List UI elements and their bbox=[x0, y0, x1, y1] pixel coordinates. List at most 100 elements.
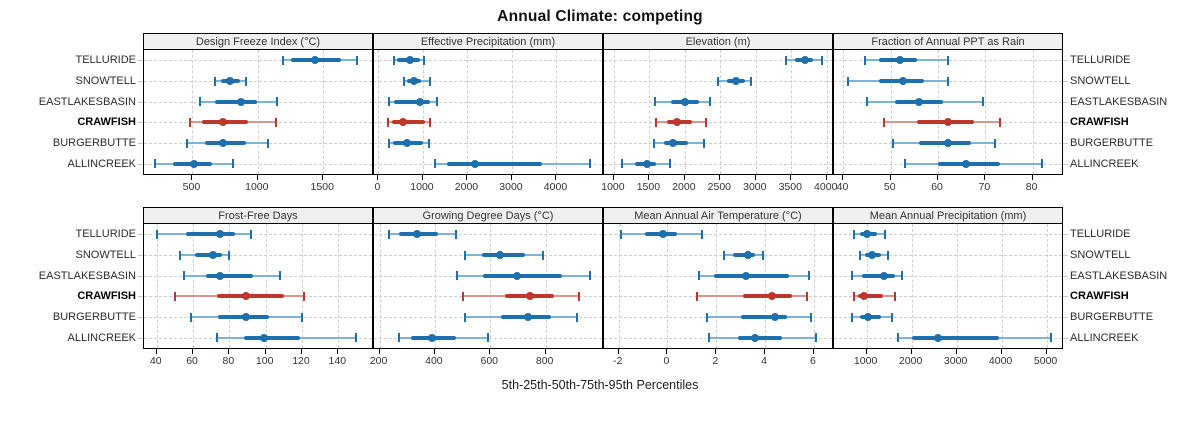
axis-tick-label: 1000 bbox=[853, 355, 878, 367]
median-dot-burgerbutte bbox=[943, 139, 952, 147]
median-dot-allincreek bbox=[934, 333, 943, 342]
row-gridline-tick bbox=[138, 254, 143, 256]
axis-tick-label: 50 bbox=[883, 181, 896, 193]
axis-tick bbox=[228, 349, 230, 354]
whisker-endcap bbox=[703, 138, 706, 148]
whisker-endcap bbox=[461, 291, 464, 301]
vertical-gridline bbox=[490, 224, 492, 348]
whisker-endcap bbox=[279, 271, 282, 281]
panel: Frost-Free Days 40 60 80 100 120 140 bbox=[143, 207, 373, 372]
median-dot-allincreek bbox=[962, 159, 971, 168]
horizontal-gridline bbox=[604, 143, 832, 144]
median-dot-crawfish bbox=[859, 292, 868, 301]
site-label-text: ALLINCREEK bbox=[67, 157, 136, 170]
chart-title: Annual Climate: competing bbox=[497, 8, 703, 25]
axis-tick bbox=[937, 175, 939, 180]
median-dot-allincreek bbox=[259, 333, 268, 342]
row-gridline-tick bbox=[138, 142, 143, 144]
whisker-endcap bbox=[859, 250, 862, 260]
vertical-gridline bbox=[667, 224, 669, 348]
whisker-endcap bbox=[852, 291, 855, 301]
whisker-endcap bbox=[588, 159, 591, 169]
median-dot-snowtell bbox=[409, 77, 418, 85]
site-label-text: TELLURIDE bbox=[75, 54, 136, 67]
axis-tick-label: 3000 bbox=[943, 355, 968, 367]
axis-tick bbox=[825, 175, 827, 180]
whisker-endcap bbox=[1041, 159, 1044, 169]
whisker-endcap bbox=[897, 333, 900, 343]
median-dot-burgerbutte bbox=[523, 313, 532, 321]
axis-tick bbox=[433, 349, 435, 354]
axis-tick bbox=[617, 349, 619, 354]
vertical-gridline bbox=[720, 50, 722, 174]
whisker-endcap bbox=[882, 117, 885, 127]
median-dot-allincreek bbox=[470, 159, 479, 168]
whisker-endcap bbox=[356, 55, 359, 65]
site-label-telluride: TELLURIDE bbox=[0, 224, 143, 245]
vertical-gridline bbox=[649, 50, 651, 174]
whisker-endcap bbox=[213, 76, 216, 86]
whisker-endcap bbox=[749, 76, 752, 86]
row-gridline-tick bbox=[1063, 296, 1068, 298]
panel-x-axis: 0 1000 2000 3000 4000 bbox=[373, 175, 603, 198]
whisker-endcap bbox=[805, 291, 808, 301]
panel: Mean Annual Precipitation (mm) 1000 2000 30… bbox=[833, 207, 1063, 372]
whisker-endcap bbox=[250, 229, 253, 239]
site-label-burgerbutte: BURGERBUTTE bbox=[1063, 133, 1200, 154]
row-gridline-tick bbox=[138, 80, 143, 82]
median-dot-burgerbutte bbox=[241, 313, 250, 321]
trellis-row-2: TELLURIDE SNOWTELL EASTLAKESBASIN CRAWFISH B… bbox=[0, 207, 1200, 372]
axis-tick bbox=[192, 349, 194, 354]
axis-tick-label: 200 bbox=[369, 355, 388, 367]
whisker-endcap bbox=[397, 333, 400, 343]
axis-tick bbox=[555, 175, 557, 180]
interquartile-bar bbox=[394, 99, 430, 104]
row-gridline-tick bbox=[1063, 80, 1068, 82]
site-label-text: EASTLAKESBASIN bbox=[38, 95, 136, 108]
vertical-gridline bbox=[156, 224, 158, 348]
site-label-text: CRAWFISH bbox=[1070, 290, 1129, 303]
vertical-gridline bbox=[890, 50, 892, 174]
axis-tick-label: 600 bbox=[480, 355, 499, 367]
whisker-endcap bbox=[190, 312, 193, 322]
panel: Fraction of Annual PPT as Rain 40 50 60 70 80 bbox=[833, 33, 1063, 198]
trellis-panels: TELLURIDE SNOWTELL EASTLAKESBASIN CRAWFISH B… bbox=[0, 33, 1200, 372]
site-label-text: TELLURIDE bbox=[75, 228, 136, 241]
median-dot-snowtell bbox=[898, 77, 907, 85]
whisker-endcap bbox=[1050, 333, 1053, 343]
axis-tick bbox=[666, 349, 668, 354]
axis-tick bbox=[715, 349, 717, 354]
axis-tick bbox=[754, 175, 756, 180]
site-label-text: BURGERBUTTE bbox=[52, 136, 136, 149]
axis-tick bbox=[300, 349, 302, 354]
whisker-endcap bbox=[300, 312, 303, 322]
whisker-endcap bbox=[900, 271, 903, 281]
panel-strip: Effective Precipitation (mm) bbox=[373, 33, 603, 50]
site-label-text: SNOWTELL bbox=[1070, 74, 1131, 87]
axis-tick bbox=[421, 175, 423, 180]
panel: Mean Annual Air Temperature (°C) -2 0 2 4 6 bbox=[603, 207, 833, 372]
axis-tick-label: 1500 bbox=[636, 181, 661, 193]
vertical-gridline bbox=[467, 50, 469, 174]
site-label-eastlakesbasin: EASTLAKESBASIN bbox=[1063, 265, 1200, 286]
axis-tick bbox=[337, 349, 339, 354]
axis-tick bbox=[378, 349, 380, 354]
vertical-gridline bbox=[338, 224, 340, 348]
median-dot-crawfish bbox=[943, 118, 952, 127]
axis-tick-label: 3500 bbox=[778, 181, 802, 193]
axis-tick-label: 100 bbox=[255, 355, 274, 367]
site-label-text: BURGERBUTTE bbox=[1070, 310, 1154, 323]
axis-tick bbox=[984, 175, 986, 180]
whisker-endcap bbox=[946, 76, 949, 86]
axis-tick bbox=[865, 349, 867, 354]
panel-title: Frost-Free Days bbox=[218, 209, 298, 222]
whisker-endcap bbox=[852, 229, 855, 239]
whisker-endcap bbox=[893, 291, 896, 301]
axis-tick bbox=[764, 349, 766, 354]
median-dot-allincreek bbox=[642, 159, 651, 168]
panel-title: Effective Precipitation (mm) bbox=[420, 35, 556, 48]
site-label-text: TELLURIDE bbox=[1070, 54, 1131, 67]
panel-title: Growing Degree Days (°C) bbox=[422, 209, 554, 222]
panel-title: Mean Annual Air Temperature (°C) bbox=[634, 209, 802, 222]
